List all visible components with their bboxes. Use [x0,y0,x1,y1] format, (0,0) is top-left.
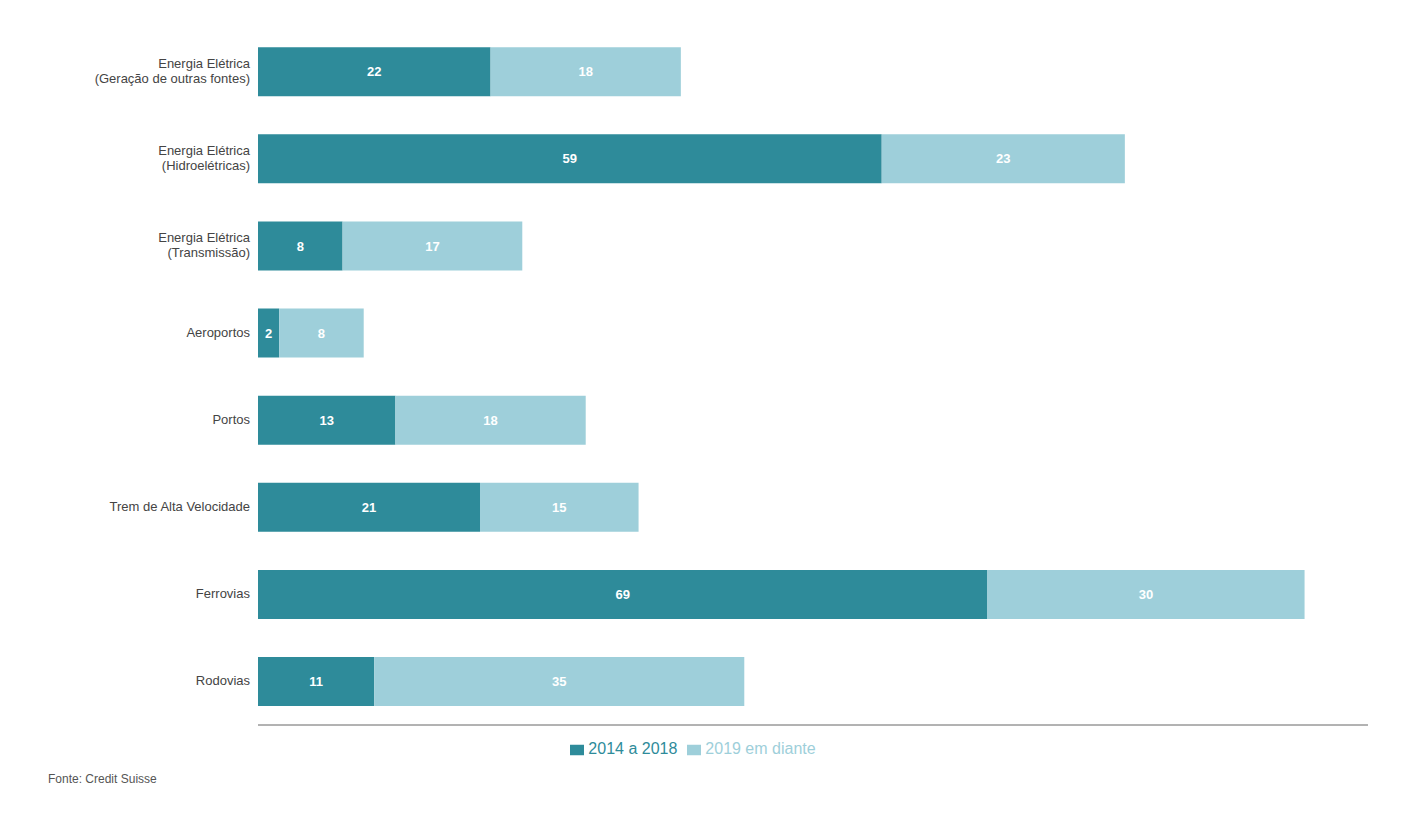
svg-text:35: 35 [552,674,566,689]
svg-text:8: 8 [297,239,304,254]
html-text:Fonte: Credit Suisse: Fonte: Credit Suisse [48,772,157,786]
html-text:2014 a 2018: 2014 a 2018 [588,740,678,757]
svg-text:17: 17 [425,239,439,254]
svg-text:21: 21 [362,500,376,515]
svg-text:15: 15 [552,500,566,515]
svg-text:2: 2 [265,326,272,341]
svg-text:18: 18 [578,64,592,79]
svg-text:69: 69 [615,587,629,602]
svg-text:Trem de Alta Velocidade: Trem de Alta Velocidade [110,499,250,514]
svg-text:Rodovias: Rodovias [196,673,251,688]
svg-text:Portos: Portos [212,412,250,427]
svg-text:Energia Elétrica(Hidroelétrica: Energia Elétrica(Hidroelétricas) [158,143,251,173]
html-text:2019 em diante: 2019 em diante [705,740,816,757]
svg-text:23: 23 [996,151,1010,166]
svg-text:Energia Elétrica(Geração de ou: Energia Elétrica(Geração de outras fonte… [95,56,251,86]
svg-text:Ferrovias: Ferrovias [196,586,251,601]
svg-text:59: 59 [563,151,577,166]
svg-text:18: 18 [483,413,497,428]
svg-text:13: 13 [319,413,333,428]
svg-text:Energia Elétrica(Transmissão): Energia Elétrica(Transmissão) [158,230,251,260]
svg-text:22: 22 [367,64,381,79]
svg-text:8: 8 [318,326,325,341]
svg-text:30: 30 [1139,587,1153,602]
svg-text:11: 11 [309,674,323,689]
svg-text:Aeroportos: Aeroportos [186,325,250,340]
